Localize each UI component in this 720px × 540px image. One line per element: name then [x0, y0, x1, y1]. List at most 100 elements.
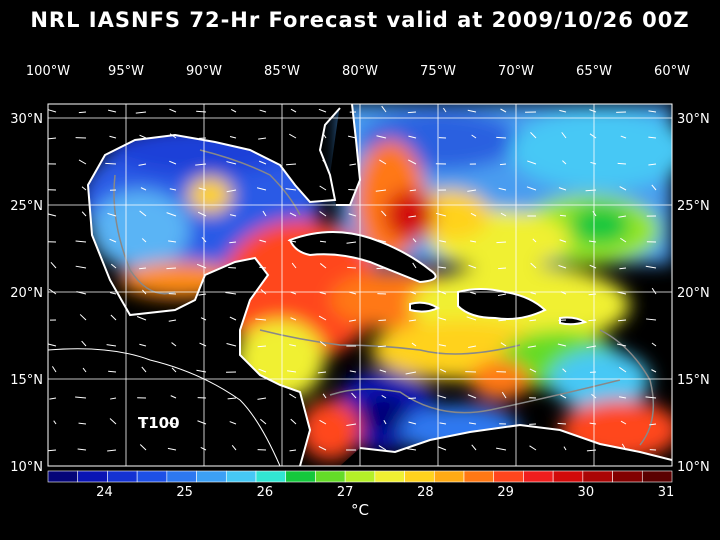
wind-arrow: [619, 267, 627, 270]
wind-arrow: [437, 446, 447, 451]
wind-arrow: [226, 343, 237, 347]
wind-arrow: [289, 449, 297, 452]
wind-arrow: [136, 316, 147, 321]
wind-arrow: [318, 446, 327, 451]
wind-arrow: [468, 422, 477, 425]
wind-arrow: [319, 419, 327, 425]
wind-arrow: [376, 267, 387, 270]
longitude-label: 60°W: [654, 64, 690, 79]
wind-arrow: [648, 110, 657, 113]
wind-arrow: [408, 421, 417, 425]
wind-arrow: [618, 366, 627, 373]
wind-arrow: [532, 238, 537, 243]
wind-arrow: [378, 319, 387, 322]
wind-arrow: [322, 159, 327, 165]
wind-arrow: [286, 163, 297, 166]
wind-arrow: [619, 186, 627, 191]
wind-arrow: [440, 368, 447, 373]
wind-arrow: [256, 187, 267, 191]
colorbar-swatch: [77, 470, 108, 483]
wind-arrow: [500, 212, 507, 217]
wind-arrow: [588, 319, 597, 322]
wind-arrow: [319, 211, 327, 217]
wind-arrow: [139, 343, 147, 347]
wind-arrow: [471, 134, 477, 139]
wind-arrow: [75, 240, 87, 243]
wind-arrow: [645, 265, 657, 269]
colorbar-swatch: [285, 470, 316, 483]
hispaniola-land: [458, 289, 545, 319]
wind-arrow: [141, 366, 147, 373]
longitude-label: 75°W: [420, 64, 456, 79]
wind-arrow: [500, 342, 507, 347]
wind-arrow: [439, 422, 447, 425]
wind-arrow: [48, 343, 57, 347]
wind-arrow: [470, 212, 477, 217]
wind-arrow: [229, 421, 237, 425]
florida-land: [330, 104, 360, 205]
wind-arrow: [50, 261, 57, 269]
wind-arrow: [407, 111, 417, 114]
wind-arrow: [319, 291, 327, 295]
wind-arrow: [262, 210, 267, 217]
latitude-label-left: 15°N: [10, 373, 43, 388]
country-border: [48, 348, 281, 466]
wind-arrow: [347, 135, 357, 139]
wind-arrow: [168, 240, 177, 243]
wind-arrow: [467, 189, 477, 192]
wind-arrow: [412, 262, 417, 269]
wind-arrow: [618, 396, 627, 399]
wind-arrow: [348, 319, 357, 322]
wind-arrow: [318, 108, 327, 113]
wind-arrow: [438, 290, 447, 295]
wind-arrow: [408, 319, 417, 322]
wind-arrow: [287, 239, 297, 243]
wind-arrow: [107, 212, 117, 217]
wind-arrow: [378, 445, 387, 451]
wind-arrow: [562, 368, 567, 373]
wind-arrow: [141, 420, 147, 425]
wind-arrow: [258, 137, 267, 140]
wind-arrow: [438, 317, 447, 321]
latitude-label-right: 30°N: [677, 112, 710, 127]
wind-arrow: [529, 368, 537, 373]
wind-arrow: [351, 392, 357, 399]
wind-arrow: [437, 394, 447, 399]
wind-arrow: [171, 367, 177, 373]
wind-arrow: [135, 111, 147, 114]
wind-arrow: [648, 136, 657, 139]
wind-arrow: [105, 162, 117, 165]
wind-arrow: [290, 291, 297, 295]
wind-arrow: [438, 344, 447, 347]
wind-arrow: [375, 189, 387, 192]
wind-arrow: [588, 240, 597, 243]
colorbar-swatch: [582, 470, 613, 483]
wind-arrow: [439, 240, 447, 243]
wind-arrow: [651, 287, 657, 295]
colorbar-tick-label: 31: [658, 485, 675, 500]
wind-arrow: [171, 342, 177, 347]
wind-arrow: [618, 215, 627, 218]
wind-arrow: [558, 264, 567, 269]
wind-arrow: [471, 444, 477, 451]
longitude-label: 85°W: [264, 64, 300, 79]
wind-arrow: [527, 345, 537, 348]
wind-arrow: [406, 448, 417, 451]
wind-arrow: [106, 344, 117, 347]
latitude-label-left: 10°N: [10, 460, 43, 475]
wind-arrow: [559, 109, 567, 113]
wind-arrow: [319, 240, 327, 243]
longitude-label: 90°W: [186, 64, 222, 79]
wind-arrow: [166, 267, 177, 270]
wind-arrow: [139, 267, 147, 270]
wind-vectors: [48, 105, 657, 452]
colorbar-swatch: [136, 470, 168, 483]
wind-arrow: [496, 136, 507, 139]
colorbar-tick-label: 26: [257, 485, 274, 500]
wind-arrow: [289, 133, 297, 139]
wind-arrow: [468, 345, 477, 349]
wind-arrow: [170, 395, 177, 399]
wind-arrow: [75, 265, 87, 269]
wind-arrow: [319, 341, 327, 347]
wind-arrow: [138, 163, 147, 166]
